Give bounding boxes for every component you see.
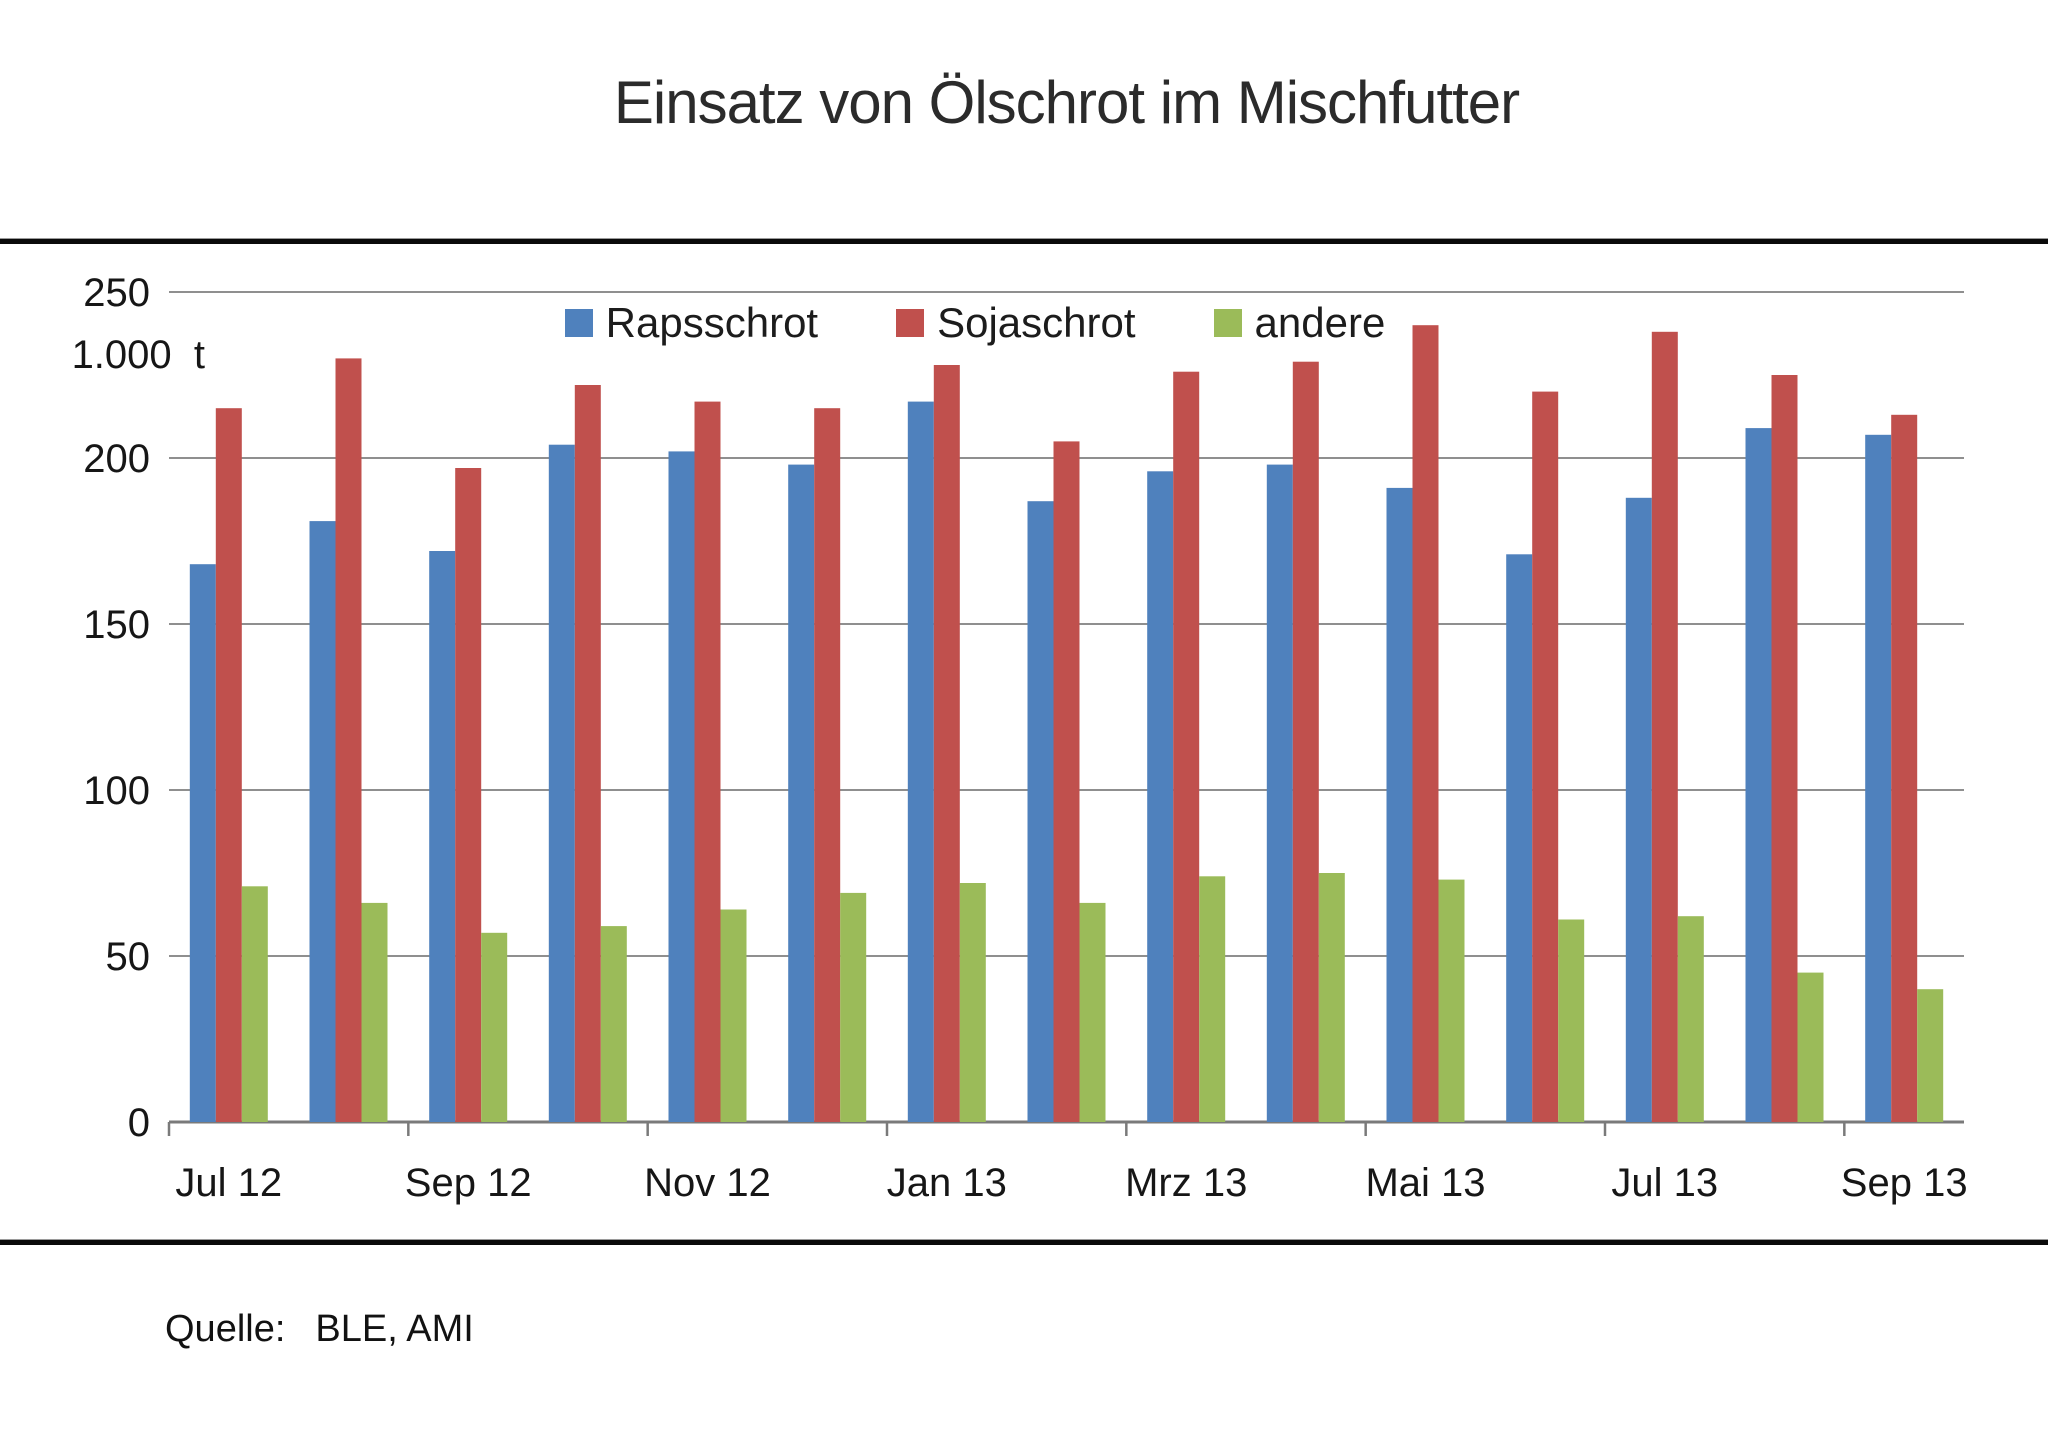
y-tick-label-100: 100 [83, 769, 150, 813]
chart-title: Einsatz von Ölschrot im Mischfutter [613, 69, 1520, 136]
bar-rapsschrot-mrz-13 [1147, 471, 1174, 1122]
bar-sojaschrot-jun-13 [1532, 391, 1559, 1123]
y-axis-unit-label: 1.000 t [72, 333, 205, 377]
source-value: BLE, AMI [315, 1308, 474, 1350]
bar-andere-jul-13 [1677, 916, 1704, 1122]
bar-rapsschrot-mai-13 [1386, 487, 1413, 1122]
x-tick-label-nov-12: Nov 12 [644, 1161, 771, 1205]
x-tick-label-mai-13: Mai 13 [1365, 1161, 1485, 1205]
bar-rapsschrot-jun-13 [1506, 554, 1533, 1122]
bar-rapsschrot-feb-13 [1027, 501, 1054, 1122]
top-divider [0, 238, 2048, 244]
bar-andere-feb-13 [1079, 902, 1106, 1122]
source-note: Quelle: BLE, AMI [165, 1308, 474, 1351]
y-tick-label-50: 50 [106, 935, 151, 979]
bar-rapsschrot-apr-13 [1266, 464, 1293, 1123]
bar-andere-aug-12 [361, 902, 388, 1122]
legend-label-sojaschrot: Sojaschrot [937, 299, 1136, 346]
bar-rapsschrot-jan-13 [907, 401, 934, 1123]
bar-sojaschrot-nov-12 [694, 401, 721, 1123]
bar-sojaschrot-dez-12 [814, 408, 841, 1122]
bar-sojaschrot-apr-13 [1292, 361, 1319, 1122]
legend-item-rapsschrot: Rapsschrot [564, 299, 819, 347]
bar-rapsschrot-nov-12 [668, 451, 695, 1122]
legend-swatch-andere [1213, 309, 1242, 337]
bar-sojaschrot-mai-13 [1412, 325, 1439, 1122]
bar-andere-jan-13 [959, 883, 986, 1122]
bar-andere-jul-12 [241, 886, 268, 1122]
legend-label-rapsschrot: Rapsschrot [605, 299, 819, 346]
legend-swatch-rapsschrot [564, 309, 593, 337]
legend-item-andere: andere [1213, 299, 1386, 347]
bar-sojaschrot-jan-13 [933, 365, 960, 1122]
bar-andere-okt-12 [600, 926, 627, 1122]
bar-rapsschrot-sep-13 [1865, 434, 1892, 1122]
bar-sojaschrot-sep-12 [455, 468, 482, 1122]
x-tick-label-mrz-13: Mrz 13 [1125, 1161, 1247, 1205]
bar-andere-aug-13 [1797, 972, 1824, 1122]
x-tick-label-sep-12: Sep 12 [405, 1161, 532, 1205]
bar-rapsschrot-aug-13 [1745, 428, 1772, 1123]
y-tick-label-200: 200 [83, 437, 150, 481]
bar-andere-nov-12 [720, 909, 747, 1122]
bar-sojaschrot-okt-12 [574, 385, 601, 1122]
bar-andere-apr-13 [1318, 873, 1345, 1122]
bar-andere-mrz-13 [1199, 876, 1226, 1122]
x-tick-label-sep-13: Sep 13 [1841, 1161, 1968, 1205]
source-label: Quelle: [165, 1308, 286, 1350]
x-tick-label-jul-13: Jul 13 [1611, 1161, 1718, 1205]
bar-rapsschrot-sep-12 [429, 551, 456, 1122]
bar-sojaschrot-jul-12 [215, 408, 242, 1122]
y-tick-label-0: 0 [128, 1101, 150, 1145]
chart-legend: Rapsschrot Sojaschrot andere [0, 299, 1950, 347]
bar-rapsschrot-dez-12 [788, 464, 815, 1123]
bar-sojaschrot-mrz-13 [1173, 371, 1200, 1122]
legend-label-andere: andere [1254, 299, 1386, 346]
bar-sojaschrot-jul-13 [1651, 331, 1678, 1122]
bar-andere-jun-13 [1558, 919, 1585, 1122]
bar-rapsschrot-jul-12 [189, 564, 216, 1122]
bar-andere-dez-12 [840, 892, 867, 1122]
bar-rapsschrot-okt-12 [548, 444, 575, 1122]
x-tick-label-jan-13: Jan 13 [887, 1161, 1007, 1205]
bar-andere-sep-12 [481, 932, 508, 1122]
bar-rapsschrot-jul-13 [1625, 497, 1652, 1122]
y-tick-label-250: 250 [83, 271, 150, 315]
y-tick-label-150: 150 [83, 603, 150, 647]
x-tick-label-jul-12: Jul 12 [175, 1161, 282, 1205]
bar-sojaschrot-aug-13 [1771, 375, 1798, 1122]
bar-rapsschrot-aug-12 [309, 521, 336, 1122]
bottom-divider [0, 1239, 2048, 1245]
bar-sojaschrot-aug-12 [335, 358, 362, 1122]
bar-sojaschrot-feb-13 [1053, 441, 1080, 1122]
bar-sojaschrot-sep-13 [1891, 414, 1918, 1122]
legend-item-sojaschrot: Sojaschrot [896, 299, 1136, 347]
bar-andere-mai-13 [1438, 879, 1465, 1122]
legend-swatch-sojaschrot [896, 309, 925, 337]
bar-andere-sep-13 [1917, 989, 1944, 1122]
